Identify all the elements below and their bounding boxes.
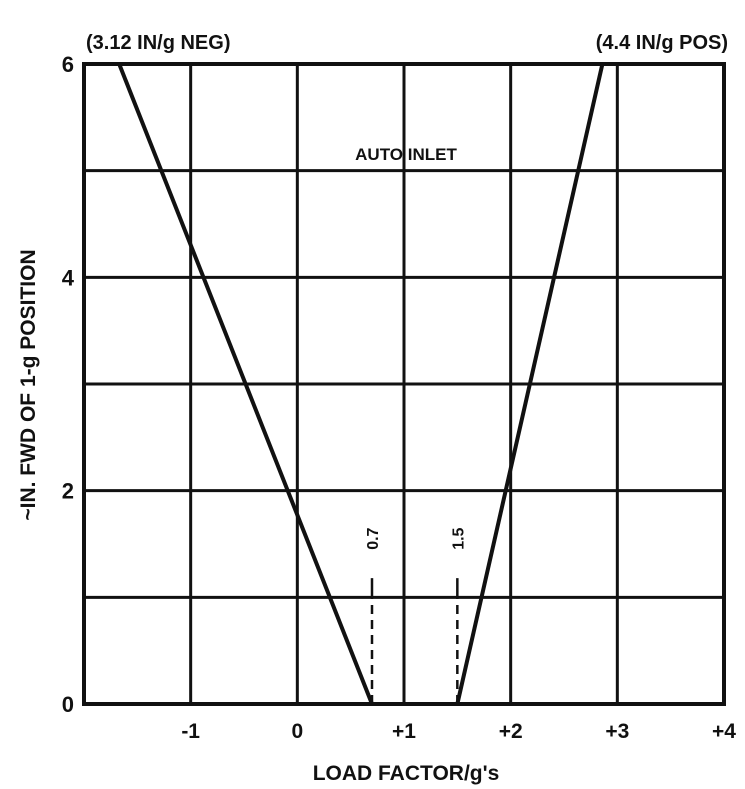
series-lines: [117, 63, 605, 705]
annotation-auto-inlet: AUTO INLET: [355, 145, 457, 164]
y-tick-label: 4: [62, 265, 75, 290]
x-tick-label: -1: [181, 720, 200, 743]
grid-lines: [84, 64, 724, 704]
marker-label-2: 1.5: [450, 527, 467, 549]
x-tick-label: +2: [499, 720, 523, 743]
annotation-neg: (3.12 IN/g NEG): [86, 32, 230, 54]
y-tick-label: 6: [62, 52, 74, 77]
x-tick-label: +3: [605, 720, 629, 743]
x-axis-label: LOAD FACTOR/g's: [313, 762, 500, 785]
x-tick-label: 0: [291, 720, 303, 743]
series-line-1: [117, 63, 374, 705]
x-tick-label: +4: [712, 720, 736, 743]
plot-frame: [82, 62, 726, 706]
y-tick-label: 2: [62, 479, 74, 504]
y-tick-label: 0: [62, 692, 74, 717]
y-axis-label: ~IN. FWD OF 1-g POSITION: [17, 249, 40, 520]
series-line-2: [455, 63, 605, 705]
annotation-pos: (4.4 IN/g POS): [596, 32, 728, 54]
marker-lines: 0.7 1.5: [365, 527, 467, 704]
x-tick-label: +1: [392, 720, 416, 743]
x-tick-labels: -1 0 +1 +2 +3 +4: [181, 720, 736, 743]
y-tick-labels: 0 2 4 6: [62, 52, 75, 717]
marker-label-1: 0.7: [365, 527, 382, 549]
